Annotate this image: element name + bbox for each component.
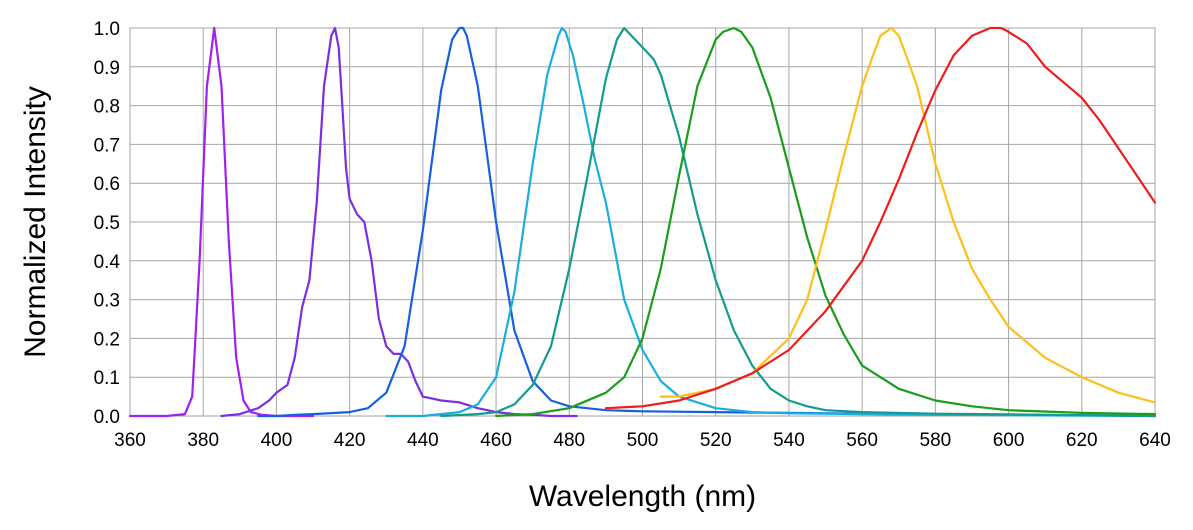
x-tick-label: 360 [114, 430, 146, 451]
series-line-1 [128, 26, 315, 418]
x-tick-label: 560 [846, 430, 878, 451]
y-axis-tick-labels: 0.0 0.1 0.2 0.3 0.4 0.5 0.6 0.7 0.8 0.9 1.0 [94, 19, 121, 428]
y-tick-label: 0.7 [94, 135, 120, 156]
x-tick-label: 580 [920, 430, 952, 451]
grid [129, 27, 1156, 417]
series-line-4 [385, 26, 1157, 418]
y-tick-label: 0.3 [94, 291, 120, 312]
series-line-8 [604, 26, 1157, 410]
series-line-5 [440, 26, 1157, 418]
x-tick-label: 500 [627, 430, 659, 451]
x-tick-label: 600 [993, 430, 1025, 451]
series-lines [128, 26, 1157, 418]
x-tick-label: 380 [187, 430, 219, 451]
x-tick-label: 420 [334, 430, 366, 451]
y-tick-label: 0.0 [94, 407, 120, 428]
series-line-2 [220, 26, 578, 418]
series-line-7 [659, 26, 1157, 404]
x-tick-label: 520 [700, 430, 732, 451]
y-tick-label: 0.5 [94, 213, 120, 234]
y-axis-title: Normalized Intensity [19, 86, 52, 358]
x-tick-label: 460 [480, 430, 512, 451]
y-tick-label: 0.1 [94, 368, 120, 389]
y-tick-label: 0.6 [94, 174, 120, 195]
x-tick-label: 640 [1139, 430, 1171, 451]
plot-area-border [129, 27, 1156, 417]
y-tick-label: 0.8 [94, 97, 120, 118]
x-tick-label: 440 [407, 430, 439, 451]
y-tick-label: 1.0 [94, 19, 120, 40]
x-tick-label: 540 [773, 430, 805, 451]
y-tick-label: 0.2 [94, 329, 120, 350]
y-tick-label: 0.4 [94, 252, 121, 273]
x-axis-tick-labels: 360 380 400 420 440 460 480 500 520 540 560 580 600 6… [114, 430, 1171, 451]
x-tick-label: 620 [1066, 430, 1098, 451]
x-axis-title: Wavelength (nm) [529, 480, 756, 513]
y-tick-label: 0.9 [94, 58, 120, 79]
series-line-6 [495, 26, 1157, 418]
x-tick-label: 480 [553, 430, 585, 451]
x-tick-label: 400 [261, 430, 293, 451]
